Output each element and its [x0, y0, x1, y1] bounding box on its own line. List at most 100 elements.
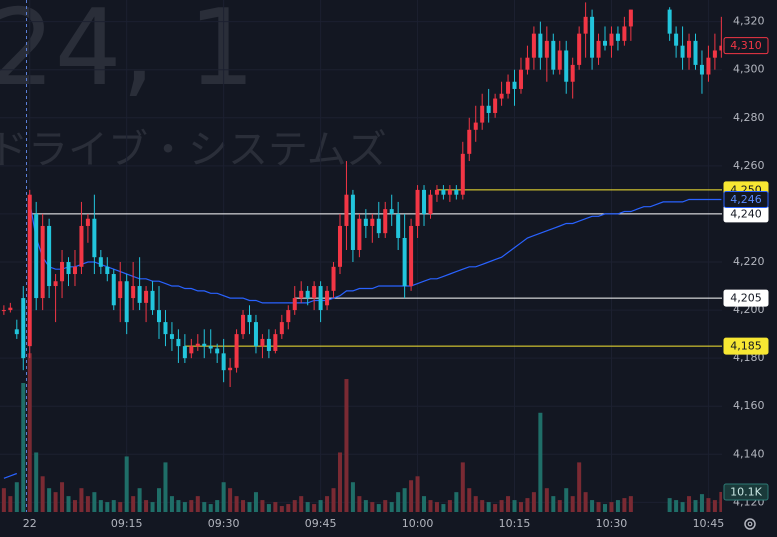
- volume-bar: [557, 500, 562, 512]
- candle-body: [383, 209, 388, 234]
- ma-label: 4,246: [730, 193, 762, 206]
- candle-body: [98, 257, 103, 267]
- volume-bar: [27, 353, 32, 512]
- volume-bar: [34, 452, 39, 512]
- candle-body: [124, 281, 129, 323]
- volume-bar: [687, 496, 692, 512]
- volume-bar: [66, 496, 71, 512]
- volume-bar: [493, 504, 498, 512]
- candle-body: [195, 343, 200, 347]
- volume-bar: [299, 496, 304, 512]
- candle-body: [286, 310, 291, 323]
- volume-bar: [518, 502, 523, 512]
- volume-bar: [150, 502, 155, 512]
- candle-body: [428, 194, 433, 214]
- volume-bar: [47, 488, 52, 512]
- volume-bar: [370, 502, 375, 512]
- candle-body: [137, 286, 142, 303]
- level-label-box: [723, 289, 769, 307]
- volume-bar: [454, 492, 459, 512]
- volume-bar: [344, 379, 349, 512]
- volume-bar: [357, 496, 362, 512]
- candle-body: [234, 334, 239, 368]
- candle-body: [389, 209, 394, 214]
- candle-body: [467, 129, 472, 154]
- candle-body: [157, 310, 162, 323]
- volume-bar: [590, 500, 595, 512]
- ma-line: [29, 198, 722, 304]
- x-tick-label: 09:45: [305, 517, 337, 530]
- candle-body: [79, 225, 84, 267]
- volume-bar: [72, 500, 77, 512]
- candle-body: [693, 40, 698, 65]
- volume-bar: [337, 452, 342, 512]
- volume-bar: [693, 500, 698, 512]
- volume-bar: [622, 498, 627, 512]
- candle-body: [564, 50, 569, 82]
- volume-bar: [305, 502, 310, 512]
- candle-body: [422, 189, 427, 214]
- volume-bar: [312, 504, 317, 512]
- candle-body: [603, 40, 608, 46]
- volume-bar: [79, 488, 84, 512]
- candle-body: [92, 218, 97, 258]
- volume-bar: [157, 488, 162, 512]
- candle-body: [305, 290, 310, 299]
- candle-body: [279, 322, 284, 335]
- volume-bar: [169, 496, 174, 512]
- volume-bar: [467, 488, 472, 512]
- settings-icon[interactable]: [744, 518, 756, 530]
- watermark: 24, 1 ドライブ・システムズ: [0, 0, 387, 173]
- volume-bar: [376, 504, 381, 512]
- volume-bar: [473, 496, 478, 512]
- volume-bar: [596, 502, 601, 512]
- volume-bar: [266, 504, 271, 512]
- candle-body: [493, 98, 498, 113]
- y-tick-label: 4,320: [733, 15, 765, 28]
- volume-bar: [325, 496, 330, 512]
- candle-body: [331, 266, 336, 291]
- candle-body: [434, 189, 439, 195]
- volume-bar: [215, 500, 220, 512]
- volume-bar: [525, 498, 530, 512]
- volume-bar: [486, 502, 491, 512]
- candle-body: [131, 286, 136, 299]
- volume-bar: [615, 500, 620, 512]
- volume-bar: [144, 500, 149, 512]
- candle-body: [202, 343, 207, 347]
- candle-body: [150, 290, 155, 311]
- candle-body: [176, 338, 181, 347]
- volume-bar: [234, 496, 239, 512]
- price-axis: [722, 0, 777, 537]
- volume-bar: [577, 462, 582, 512]
- candle-body: [260, 338, 265, 347]
- volume-bar: [260, 500, 265, 512]
- candle-body: [344, 194, 349, 226]
- volume-bar: [583, 492, 588, 512]
- candle-body: [473, 122, 478, 130]
- volume-bar: [137, 488, 142, 512]
- y-tick-label: 4,300: [733, 63, 765, 76]
- volume-bar: [674, 500, 679, 512]
- candle-body: [622, 26, 627, 41]
- candle-body: [247, 314, 252, 323]
- volume-bar: [434, 502, 439, 512]
- candle-body: [144, 290, 149, 303]
- level-label-box: [723, 337, 769, 355]
- candle-body: [8, 307, 13, 311]
- level-label: 4,240: [730, 207, 762, 220]
- volume-bar: [389, 502, 394, 512]
- candle-body: [273, 334, 278, 351]
- candle-body: [221, 353, 226, 371]
- volume-bar: [279, 506, 284, 512]
- candle-body: [447, 189, 452, 195]
- volume-bar: [111, 500, 116, 512]
- candle-body: [53, 281, 58, 287]
- candle-body: [506, 81, 511, 94]
- candle-body: [1, 310, 6, 312]
- volume-bar: [551, 496, 556, 512]
- volume-bar: [163, 462, 168, 512]
- volume-bar: [182, 502, 187, 512]
- x-tick-label: 10:45: [693, 517, 725, 530]
